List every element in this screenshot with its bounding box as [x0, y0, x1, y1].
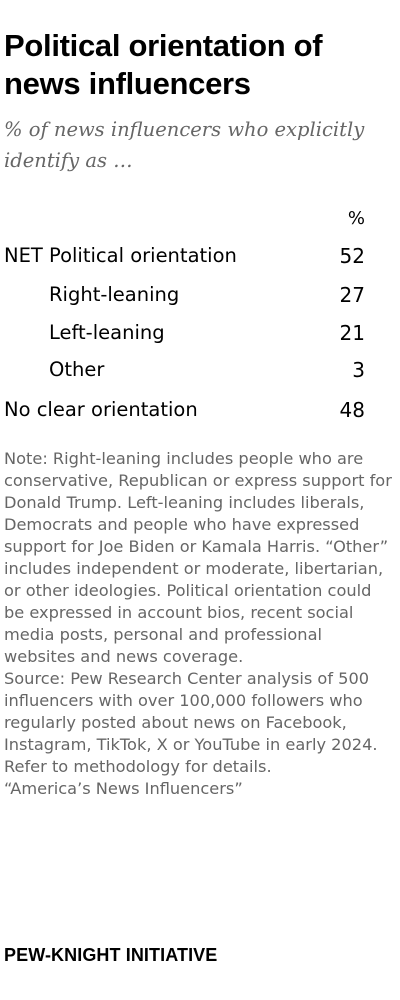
source-text: Source: Pew Research Center analysis of …	[4, 669, 378, 776]
row-value: 48	[339, 398, 365, 422]
chart-subtitle: % of news influencers who explicitly ide…	[4, 118, 365, 172]
brand-label: PEW-KNIGHT INITIATIVE	[4, 945, 218, 965]
row-value: 27	[339, 283, 365, 307]
table-row: No clear orientation 48	[0, 391, 400, 429]
table-row: Right-leaning 27	[0, 276, 400, 314]
row-label: No clear orientation	[4, 398, 198, 421]
table-row: Other 3	[0, 351, 400, 389]
table-row: Left-leaning 21	[0, 314, 400, 352]
row-label: Left-leaning	[49, 321, 165, 344]
footnotes: Note: Right-leaning includes people who …	[4, 448, 396, 800]
report-title: “America’s News Influencers”	[4, 779, 243, 798]
row-label: Other	[49, 358, 105, 381]
row-value: 52	[339, 244, 365, 268]
note-text: Note: Right-leaning includes people who …	[4, 449, 392, 666]
row-label: NET Political orientation	[4, 244, 237, 267]
table-row: NET Political orientation 52	[0, 237, 400, 275]
column-header-percent: %	[347, 208, 365, 229]
row-label: Right-leaning	[49, 283, 180, 306]
chart-title: Political orientation of news influencer…	[4, 28, 323, 101]
row-value: 3	[352, 358, 365, 382]
row-value: 21	[339, 321, 365, 345]
